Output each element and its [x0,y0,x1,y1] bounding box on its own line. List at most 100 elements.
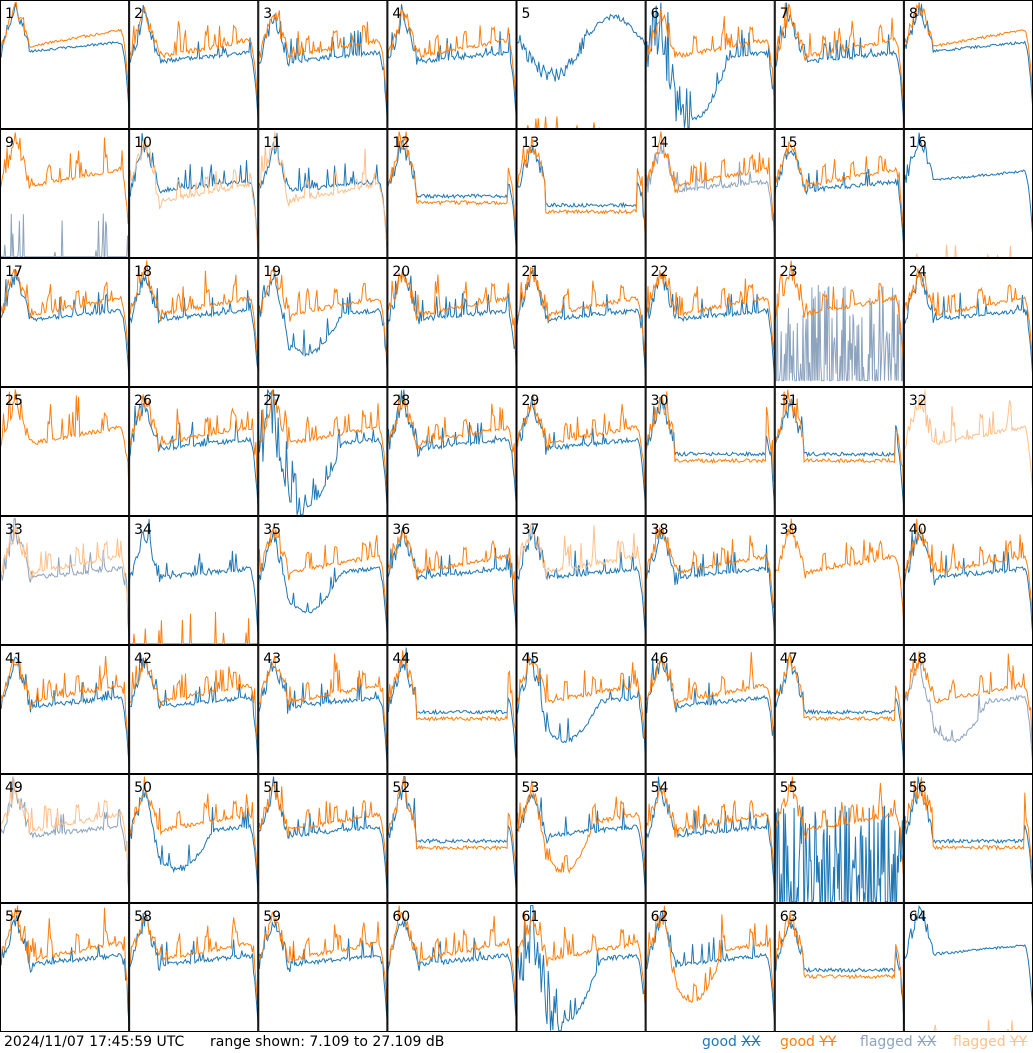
antenna-panel [387,389,517,510]
panel-border [516,387,646,516]
yy-series-line [516,524,646,628]
panel-label: 3 [263,6,272,22]
xx-series-line [0,518,130,640]
antenna-panel [774,260,904,382]
antenna-panel [387,776,517,897]
panel-border [258,258,388,387]
xx-series-line [645,272,775,379]
panel-border [516,129,646,258]
panel-border [258,387,388,516]
yy-series-line [0,526,130,624]
antenna-panel [516,780,646,897]
xx-series-line [387,268,517,382]
antenna-panel [258,267,388,380]
yy-series-line [258,10,388,111]
yy-series-line [903,389,1033,497]
panel-label: 50 [134,780,152,796]
yy-series-line [774,141,904,240]
yy-series-line [0,778,130,882]
panel-label: 32 [909,393,927,409]
panel-label: 17 [5,264,23,280]
antenna-panel [129,519,259,645]
yy-series-line [645,651,775,754]
antenna-panel [774,911,904,1024]
panel-label: 10 [134,135,152,151]
xx-series-line [774,2,904,124]
panel-label: 6 [651,6,660,22]
panel-label: 26 [134,393,152,409]
panel-border [0,645,130,774]
panel-border [387,903,517,1032]
yy-series-line [129,394,259,497]
panel-label: 41 [5,651,23,667]
panel-border [387,387,517,516]
panel-label: 24 [909,264,927,280]
panel-border [645,774,775,903]
xx-series-line [516,146,646,253]
xx-series-line [903,273,1033,381]
panel-border [516,645,646,774]
xx-series-line [903,2,1033,112]
panel-label: 42 [134,651,152,667]
xx-series-line [903,132,1033,241]
panel-border [0,903,130,1032]
antenna-panel [387,268,517,382]
yy-series-line [129,659,259,757]
legend-good-xx: good XX [702,1032,761,1053]
panel-label: 33 [5,522,23,538]
panel-border [774,774,904,903]
antenna-panel [129,776,259,899]
xx-series-line [129,789,259,899]
yy-series-line [516,912,646,1012]
panel-label: 53 [522,780,540,796]
xx-series-line [258,661,388,770]
yy-series-line [129,260,259,370]
antenna-panel [516,13,646,129]
panel-label: 64 [909,909,927,925]
xx-series-line [645,144,775,252]
panel-border [129,387,259,516]
antenna-panel [0,518,130,640]
panel-border [129,0,259,129]
antenna-panel [129,912,259,1026]
xx-series-line [516,792,646,897]
yy-series-line [387,272,517,352]
xx-series-line [516,525,646,638]
panel-label: 29 [522,393,540,409]
antenna-panel [903,132,1033,258]
yy-series-line [774,652,904,757]
yy-series-line [516,780,646,883]
panel-label: 40 [909,522,927,538]
panel-border [0,0,130,129]
legend-pol: YY [1010,1034,1028,1050]
antenna-panel [387,647,517,766]
panel-border [0,387,130,516]
panel-border [0,258,130,387]
panel-border [645,0,775,129]
antenna-panel [129,394,259,511]
antenna-panel [903,651,1033,769]
xx-series-line [258,530,388,640]
antenna-panel [774,518,904,645]
xx-series-line [387,389,517,510]
antenna-panel [516,392,646,509]
legend-flagged-xx: flagged XX [860,1032,936,1053]
yy-series-line [0,389,130,499]
yy-series-line [903,268,1033,370]
yy-series-line [645,391,775,483]
xx-series-line [0,915,130,1026]
antenna-panel [903,518,1033,639]
panel-border [129,774,259,903]
panel-label: 43 [263,651,281,667]
yy-series-line [258,389,388,498]
panel-label: 7 [780,6,789,22]
yy-series-line [387,8,517,109]
panel-label: 13 [522,135,540,151]
panel-border [774,903,904,1032]
xx-series-line [387,776,517,897]
panel-label: 34 [134,522,152,538]
panel-border [645,129,775,258]
panel-border [516,0,646,129]
yy-series-line [774,776,904,882]
